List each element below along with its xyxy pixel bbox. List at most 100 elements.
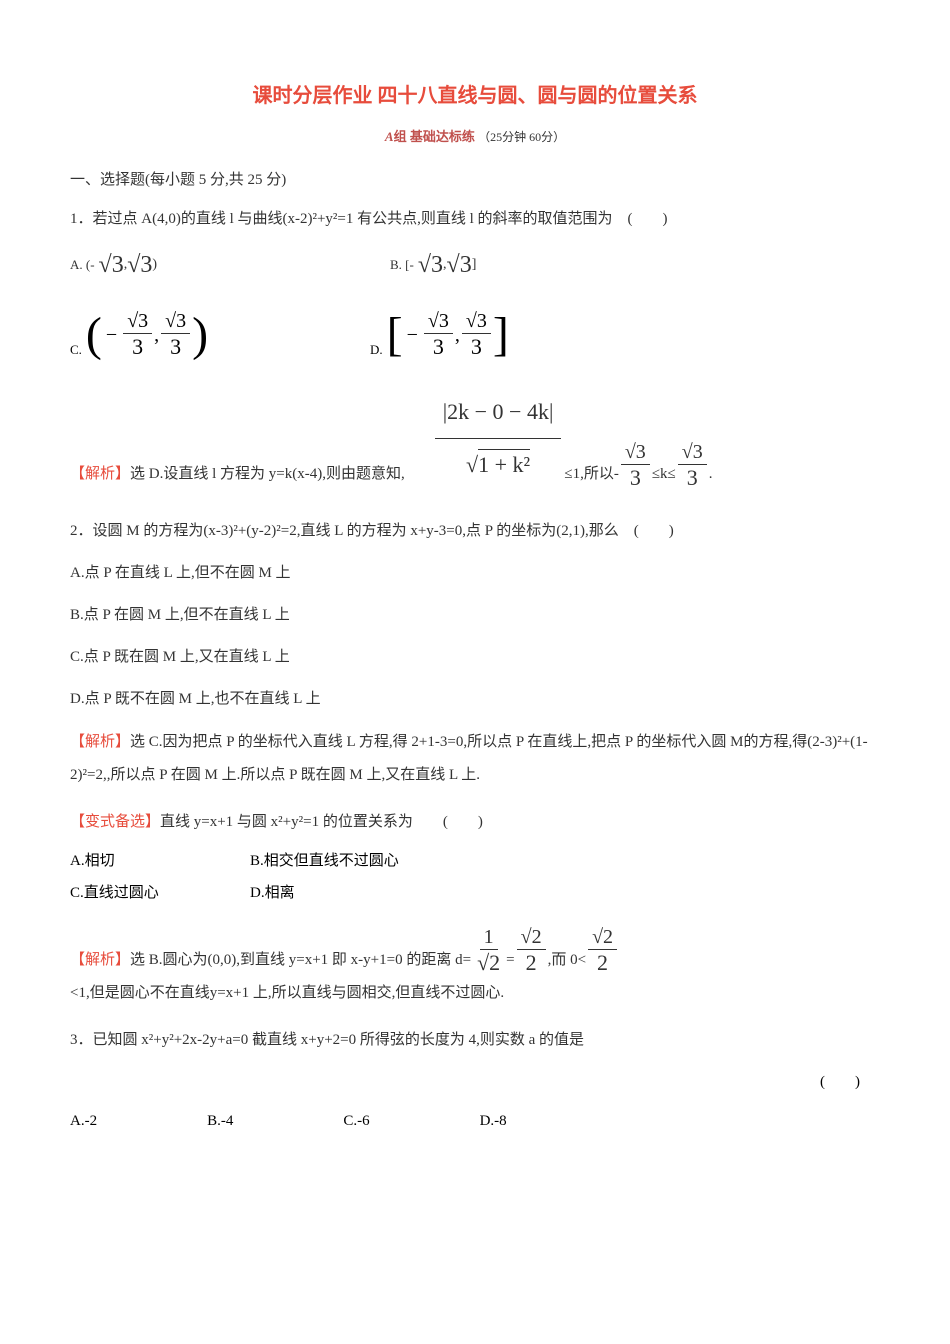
frac-num: 1 — [480, 925, 498, 950]
solution-text: ≤k≤ — [652, 458, 676, 491]
frac-den: √2 — [473, 950, 504, 976]
variant-label: 【变式备选】 — [70, 814, 160, 830]
sqrt-val: 3 — [460, 246, 472, 284]
abs-numerator: |2k − 0 − 4k| — [435, 386, 562, 439]
q3-option-c: C.-6 — [343, 1109, 369, 1133]
section-header: 一、选择题(每小题 5 分,共 25 分) — [70, 168, 880, 192]
solution-text: <1,但是圆心不在直线y=x+1 上,所以直线与圆相交,但直线不过圆心. — [70, 977, 504, 1010]
minus-icon: − — [407, 319, 418, 351]
group-label-a: A — [385, 129, 394, 144]
fraction: √2 2 — [588, 925, 617, 976]
solution-text: ,而 0< — [548, 944, 586, 977]
frac-num: √2 — [517, 925, 546, 950]
q1-a-suffix: ) — [152, 254, 157, 276]
document-subtitle: A组 基础达标练 （25分钟 60分） — [70, 127, 880, 148]
question-2: 2．设圆 M 的方程为(x-3)²+(y-2)²=2,直线 L 的方程为 x+y… — [70, 516, 880, 546]
q2-solution: 【解析】选 C.因为把点 P 的坐标代入直线 L 方程,得 2+1-3=0,所以… — [70, 726, 880, 792]
frac-den: 3 — [626, 465, 645, 491]
frac-den: 3 — [467, 334, 486, 360]
q1-option-d: D. [ − √3 3 , √3 3 ] — [370, 309, 509, 360]
sqrt-val: 3 — [431, 246, 443, 284]
solution-text: . — [709, 458, 713, 491]
q3-option-b: B.-4 — [207, 1109, 233, 1133]
sqrt-val: 3 — [112, 246, 124, 284]
minus-icon: − — [106, 319, 117, 351]
variant-text: 直线 y=x+1 与圆 x²+y²=1 的位置关系为 ( ) — [160, 814, 483, 830]
comma-icon: , — [455, 319, 460, 351]
fraction: √2 2 — [517, 925, 546, 976]
frac-num: √3 — [678, 440, 707, 465]
q1-a-prefix: A. (- — [70, 255, 95, 276]
sqrt-icon: √3 — [418, 246, 443, 284]
time-label: （25分钟 60分） — [478, 130, 565, 144]
q2-option-c: C.点 P 既在圆 M 上,又在直线 L 上 — [70, 642, 880, 672]
paren-right-icon: ) — [192, 311, 208, 359]
frac-den: 3 — [166, 334, 185, 360]
variant-option-b: B.相交但直线不过圆心 — [250, 849, 399, 873]
frac-num: √3 — [161, 309, 190, 334]
frac-den: 3 — [128, 334, 147, 360]
sqrt-denominator: √1 + k² — [458, 439, 538, 491]
solution-text: 选 B.圆心为(0,0),到直线 y=x+1 即 x-y+1=0 的距离 d= — [130, 944, 471, 977]
solution-label: 【解析】 — [70, 944, 130, 977]
sqrt-icon: √3 — [447, 246, 472, 284]
q2-option-b: B.点 P 在圆 M 上,但不在直线 L 上 — [70, 600, 880, 630]
q1-option-c: C. ( − √3 3 , √3 3 ) — [70, 309, 370, 360]
bracket-right-icon: ] — [493, 311, 509, 359]
q1-c-label: C. — [70, 340, 82, 361]
solution-text: ≤1,所以- — [564, 458, 618, 491]
equals-icon: = — [506, 944, 514, 977]
q1-option-a: A. (- √3 , √3 ) — [70, 246, 330, 284]
frac-den: 3 — [429, 334, 448, 360]
question-3: 3．已知圆 x²+y²+2x-2y+a=0 截直线 x+y+2=0 所得弦的长度… — [70, 1025, 880, 1055]
fraction: √3 3 — [678, 440, 707, 491]
variant-option-d: D.相离 — [250, 881, 295, 905]
sqrt-expr: 1 + k² — [478, 449, 530, 477]
frac-num: √3 — [424, 309, 453, 334]
frac-num: √3 — [621, 440, 650, 465]
variant-option-a: A.相切 — [70, 849, 250, 873]
frac-den: 2 — [593, 950, 612, 976]
q3-paren: ( ) — [70, 1070, 880, 1094]
paren-left-icon: ( — [86, 311, 102, 359]
frac-den: 3 — [683, 465, 702, 491]
frac-num: √3 — [462, 309, 491, 334]
q3-option-d: D.-8 — [480, 1109, 507, 1133]
frac-num: √3 — [123, 309, 152, 334]
variant-option-c: C.直线过圆心 — [70, 881, 250, 905]
document-title: 课时分层作业 四十八直线与圆、圆与圆的位置关系 — [70, 80, 880, 112]
sqrt-icon: √3 — [127, 246, 152, 284]
solution-label: 【解析】 — [70, 734, 130, 750]
solution-text: 选 D.设直线 l 方程为 y=k(x-4),则由题意知, — [130, 458, 405, 491]
q1-b-suffix: ] — [472, 254, 477, 276]
fraction: √3 3 — [424, 309, 453, 360]
q1-b-prefix: B. [- — [390, 255, 414, 276]
q1-options-ab: A. (- √3 , √3 ) B. [- √3 , √3 ] — [70, 246, 880, 284]
q1-d-label: D. — [370, 340, 383, 361]
q1-options-cd: C. ( − √3 3 , √3 3 ) D. [ − √3 3 , √3 3 … — [70, 309, 880, 360]
sqrt-val: 3 — [140, 246, 152, 284]
q2-option-a: A.点 P 在直线 L 上,但不在圆 M 上 — [70, 558, 880, 588]
solution-text: 选 C.因为把点 P 的坐标代入直线 L 方程,得 2+1-3=0,所以点 P … — [70, 734, 868, 783]
fraction: √3 3 — [161, 309, 190, 360]
sqrt-icon: √3 — [99, 246, 124, 284]
q1-option-b: B. [- √3 , √3 ] — [390, 246, 476, 284]
fraction: 1 √2 — [473, 925, 504, 976]
variant-options-cd: C.直线过圆心 D.相离 — [70, 881, 880, 905]
fraction-expr: |2k − 0 − 4k| √1 + k² — [435, 386, 562, 492]
fraction: √3 3 — [123, 309, 152, 360]
variant-options-ab: A.相切 B.相交但直线不过圆心 — [70, 849, 880, 873]
question-1: 1．若过点 A(4,0)的直线 l 与曲线(x-2)²+y²=1 有公共点,则直… — [70, 204, 880, 234]
fraction: √3 3 — [621, 440, 650, 491]
frac-den: 2 — [522, 950, 541, 976]
q2-option-d: D.点 P 既不在圆 M 上,也不在直线 L 上 — [70, 684, 880, 714]
bracket-left-icon: [ — [387, 311, 403, 359]
fraction: √3 3 — [462, 309, 491, 360]
q3-options: A.-2 B.-4 C.-6 D.-8 — [70, 1109, 880, 1133]
q1-solution: 【解析】 选 D.设直线 l 方程为 y=k(x-4),则由题意知, |2k −… — [70, 386, 880, 492]
group-label-text: 组 基础达标练 — [394, 129, 475, 144]
variant-solution: 【解析】 选 B.圆心为(0,0),到直线 y=x+1 即 x-y+1=0 的距… — [70, 925, 880, 1009]
variant-question: 【变式备选】直线 y=x+1 与圆 x²+y²=1 的位置关系为 ( ) — [70, 807, 880, 837]
comma-icon: , — [154, 319, 159, 351]
solution-label: 【解析】 — [70, 458, 130, 491]
